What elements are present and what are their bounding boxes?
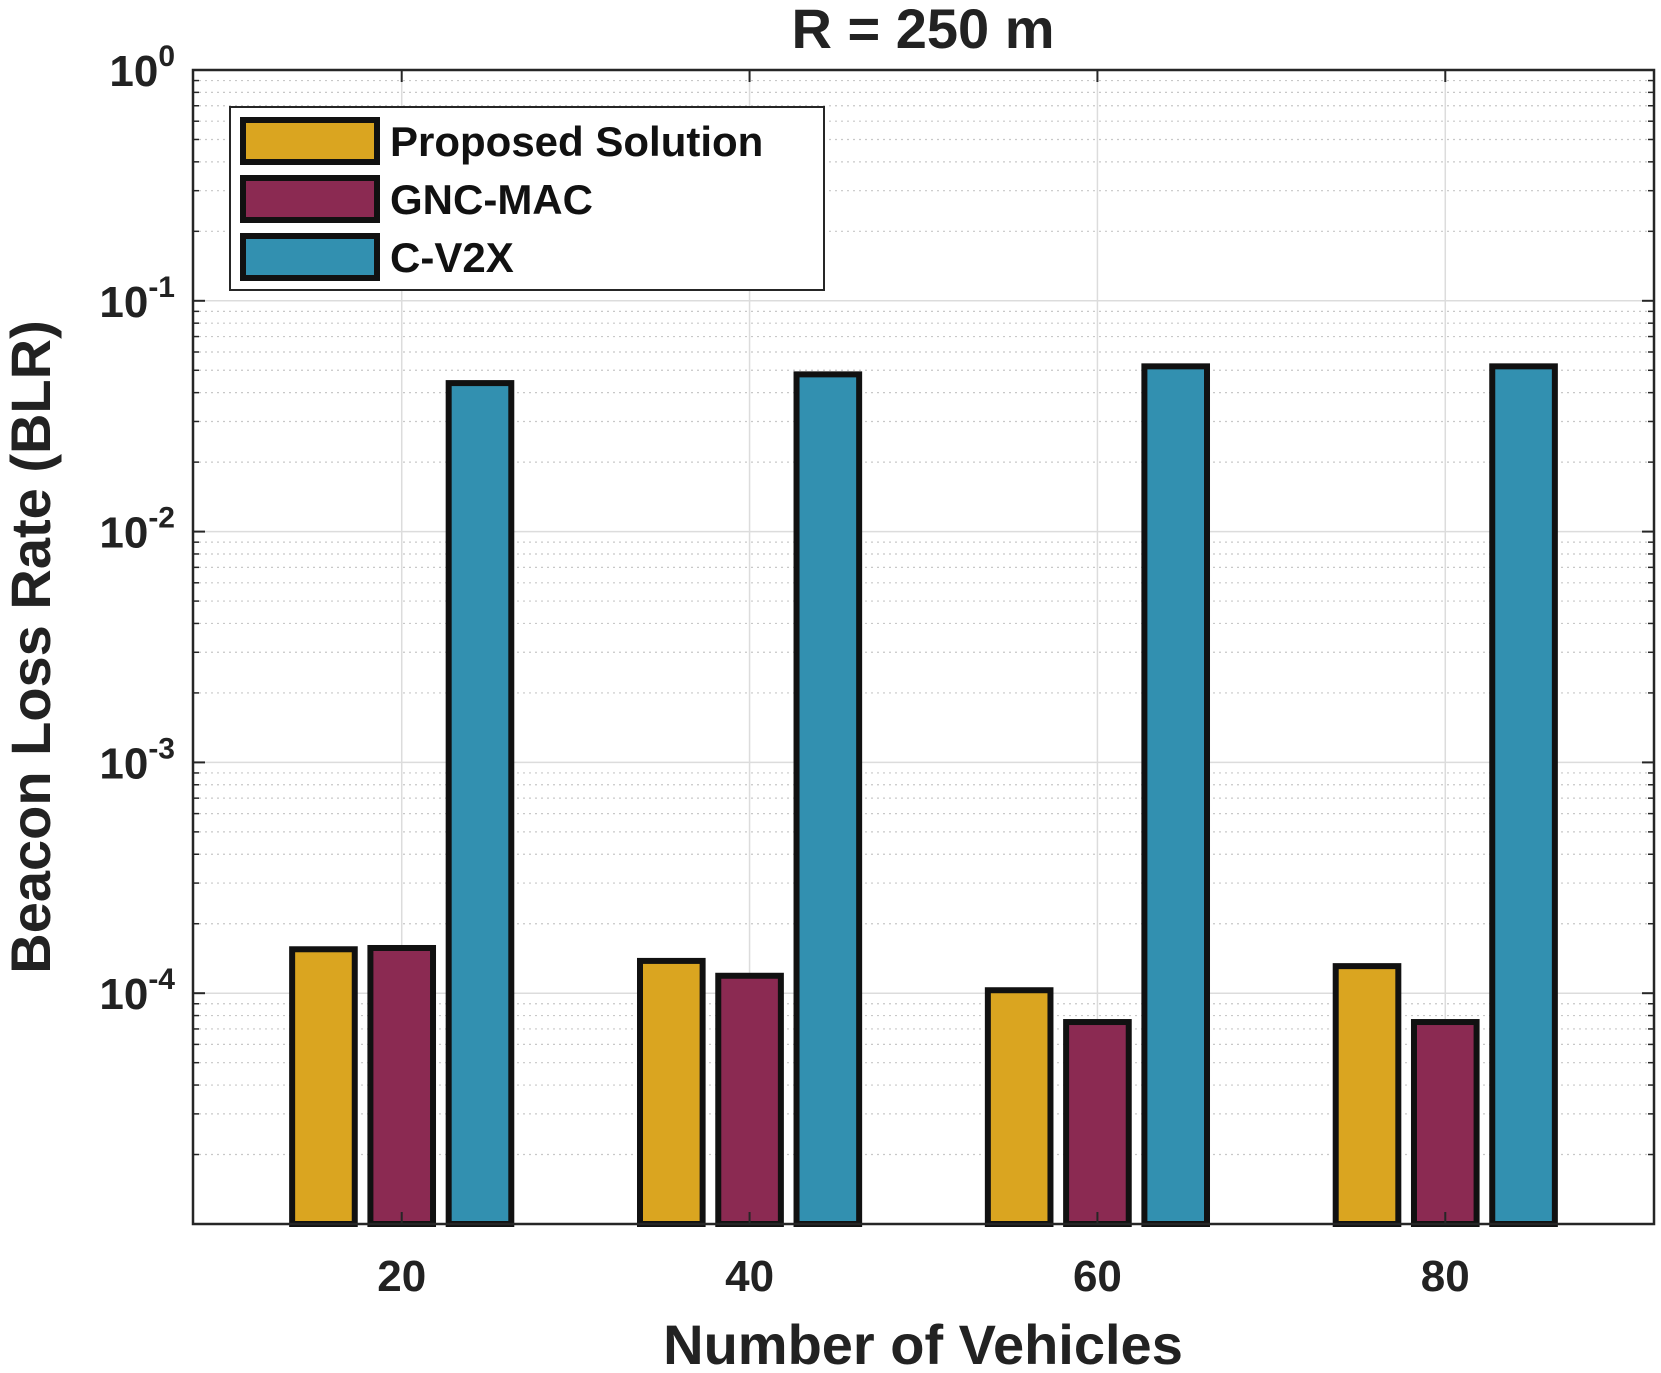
legend-swatch-c-v2x	[240, 233, 380, 281]
bar-c-v2x-80	[1489, 363, 1558, 1227]
y-tick-label-exponent: -3	[148, 732, 175, 765]
plot-area-frame	[191, 68, 1656, 1226]
bar-gnc-mac-40	[715, 972, 784, 1227]
bar-c-v2x-20	[445, 380, 515, 1227]
bar-proposed-solution-60	[984, 987, 1054, 1228]
y-axis-label: Beacon Loss Rate (BLR)	[0, 320, 62, 973]
bar-gnc-mac-60	[1063, 1019, 1132, 1228]
y-tick-label-base: 10	[99, 509, 148, 558]
y-tick-label-exponent: 0	[158, 40, 175, 73]
y-tick-label: 10-4	[99, 963, 175, 1019]
x-tick-labels: 20 40 60 80	[377, 1252, 1470, 1301]
y-tick-label-exponent: -2	[148, 502, 175, 535]
bar-gnc-mac-80	[1410, 1019, 1480, 1228]
y-tick-label: 10-1	[99, 271, 175, 327]
bar-proposed-solution-20	[289, 946, 358, 1227]
bar-c-v2x-40	[793, 371, 863, 1228]
bar-proposed-solution-80	[1332, 963, 1402, 1227]
bars	[289, 363, 1558, 1228]
x-axis-label: Number of Vehicles	[663, 1313, 1183, 1373]
y-tick-label-exponent: -1	[148, 271, 175, 304]
y-tick-label-exponent: -4	[148, 963, 175, 996]
y-tick-label-base: 10	[99, 739, 148, 788]
y-tick-label: 10-3	[99, 732, 175, 788]
y-tick-label: 100	[109, 40, 175, 96]
y-tick-label-base: 10	[99, 278, 148, 327]
y-tick-label: 10-2	[99, 502, 175, 558]
legend-swatch-proposed-solution	[240, 117, 380, 165]
axis-ticks	[193, 69, 1654, 1225]
bar-c-v2x-60	[1141, 363, 1211, 1227]
chart-title: R = 250 m	[791, 0, 1054, 60]
legend-label-c-v2x: C-V2X	[390, 234, 514, 281]
y-tick-label-base: 10	[99, 970, 148, 1019]
x-tick-label: 80	[1421, 1252, 1470, 1301]
bar-gnc-mac-20	[367, 944, 437, 1228]
y-tick-label-base: 10	[109, 47, 158, 96]
x-tick-label: 60	[1073, 1252, 1122, 1301]
legend-label-gnc-mac: GNC-MAC	[390, 176, 593, 223]
bar-proposed-solution-40	[636, 957, 706, 1227]
legend-label-proposed-solution: Proposed Solution	[390, 118, 763, 165]
legend-swatch-gnc-mac	[240, 175, 380, 223]
x-tick-label: 40	[725, 1252, 774, 1301]
x-tick-label: 20	[377, 1252, 426, 1301]
legend: Proposed Solution GNC-MAC C-V2X	[229, 106, 825, 291]
